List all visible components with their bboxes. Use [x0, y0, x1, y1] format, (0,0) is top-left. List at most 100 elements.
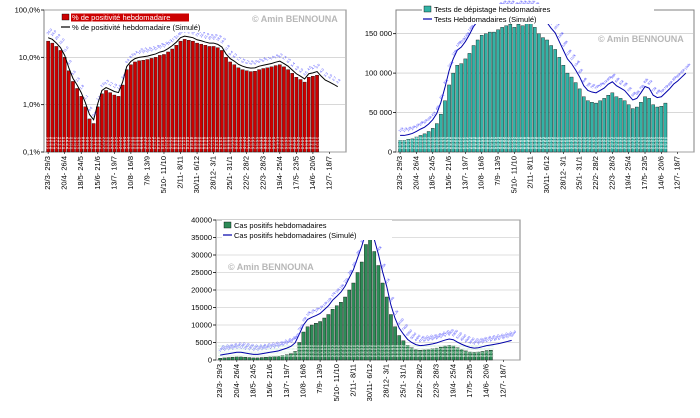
tests-bar-value-label: 26k — [426, 146, 431, 150]
tests-bar-value-label: 70k — [582, 139, 587, 143]
positivity-bar-value-label: 5.5 — [125, 139, 129, 143]
cases-y-tick-label: 30000 — [191, 251, 212, 260]
tests-simulated-value-label: 82k — [443, 78, 450, 85]
tests-bar-value-label: 68k — [618, 143, 623, 147]
positivity-bar-value-label: 3.0 — [303, 146, 307, 150]
tests-bar-value-label: 162k — [515, 139, 522, 143]
positivity-bar-value-label: 17.0 — [211, 143, 217, 147]
positivity-bar-value-label: 0.9 — [83, 139, 87, 143]
tests-simulated-value-label: 103k — [447, 60, 455, 68]
cases-simulated-value-label: 18k — [334, 287, 341, 294]
cases-bar-value-label: 3000 — [459, 351, 466, 355]
tests-bar-value-label: 95k — [569, 146, 574, 150]
positivity-bar-value-label: 5.2 — [245, 143, 249, 147]
cases-bar-value-label: 600 — [255, 344, 260, 348]
cases-bar-value-label: 2600 — [463, 354, 470, 358]
positivity-bar — [315, 74, 319, 153]
cases-bar-value-label: 13k — [326, 354, 331, 358]
tests-bar-value-label: 65k — [622, 139, 627, 143]
tests-x-tick-label: 14/6- 20/6 — [656, 156, 665, 190]
cases-bar-value-label: 27k — [376, 354, 381, 358]
cases-bar-value-label: 8000 — [300, 354, 307, 358]
tests-bar-value-label: 150k — [483, 136, 490, 140]
tests-simulated-value-label: 75k — [663, 83, 670, 90]
cases-simulated-value-label: 2000 — [230, 342, 238, 350]
cases-legend-swatch-bars — [223, 221, 232, 229]
tests-simulated-value-label: 86k — [606, 75, 613, 82]
tests-bar-value-label: 150k — [483, 143, 490, 147]
cases-bar-value-label: 33k — [364, 344, 369, 348]
positivity-bar-value-label: 7.0 — [232, 146, 236, 150]
positivity-simulated-value-label: 10.0 — [137, 47, 144, 55]
cases-simulated-value-label: 4300 — [489, 334, 497, 342]
positivity-bar-value-label: 0.4 — [92, 146, 96, 150]
positivity-bar-value-label: 8.0 — [133, 146, 137, 150]
cases-bar-value-label: 12k — [322, 347, 327, 351]
tests-bar-value-label: 65k — [586, 136, 591, 140]
tests-bar-value-label: 135k — [548, 136, 555, 140]
positivity-simulated-value-label: 18.8 — [215, 34, 222, 42]
cases-bar — [314, 323, 318, 361]
tests-bar-value-label: 112k — [458, 136, 464, 140]
cases-bar-value-label: 3000 — [459, 347, 466, 351]
positivity-bar — [153, 57, 158, 153]
tests-bar-value-label: 160k — [503, 146, 510, 150]
positivity-bar-value-label: 23.0 — [186, 146, 192, 150]
cases-bar-value-label: 700 — [226, 351, 231, 355]
positivity-bar-value-label: 15.0 — [170, 136, 176, 140]
tests-bar-value-label: 142k — [544, 136, 551, 140]
cases-bar-value-label: 25k — [355, 354, 360, 358]
cases-simulated-value-label: 21k — [384, 277, 391, 284]
cases-bar — [247, 357, 252, 361]
cases-bar-value-label: 3400 — [434, 354, 441, 358]
cases-bar-value-label: 2900 — [421, 347, 428, 351]
cases-simulated-value-label: 24k — [347, 268, 354, 275]
positivity-bar-value-label: 22.0 — [178, 143, 184, 147]
tests-bar-value-label: 112k — [458, 143, 464, 147]
cases-bar-value-label: 600 — [255, 347, 260, 351]
cases-bar-value-label: 18k — [384, 351, 389, 355]
positivity-bar-value-label: 8.0 — [228, 143, 232, 147]
cases-bar-value-label: 800 — [230, 344, 235, 348]
positivity-bar-value-label: 6.3 — [270, 146, 274, 150]
positivity-bar-value-label: 8.0 — [228, 139, 232, 143]
cases-x-tick-label: 13/7- 19/7 — [282, 364, 291, 398]
tests-bar-value-label: 36k — [435, 139, 440, 143]
positivity-bar-value-label: 8.7 — [141, 136, 145, 140]
cases-bar — [430, 348, 435, 361]
positivity-bar-value-label: 7.0 — [232, 136, 236, 140]
positivity-bar — [273, 65, 278, 153]
positivity-bar-value-label: 3.8 — [307, 139, 311, 143]
tests-bar-value-label: 110k — [560, 139, 566, 143]
tests-simulated-value-label: 180k — [500, 0, 508, 8]
tests-bar-value-label: 55k — [631, 136, 636, 140]
cases-simulated-value-label: 5800 — [451, 329, 459, 337]
positivity-bar — [141, 60, 146, 153]
tests-bar-value-label: 120k — [556, 143, 563, 147]
cases-bar-value-label: 900 — [234, 344, 239, 348]
tests-bar — [443, 100, 447, 153]
positivity-bar-value-label: 3.8 — [307, 136, 311, 140]
positivity-bar-value-label: 10.0 — [62, 146, 68, 150]
cases-bar-value-label: 700 — [247, 344, 252, 348]
tests-bar — [504, 25, 508, 153]
cases-bar-value-label: 20k — [347, 354, 352, 358]
cases-bar-value-label: 16k — [335, 347, 340, 351]
cases-bar — [464, 350, 468, 361]
tests-bar-value-label: 85k — [447, 136, 452, 140]
cases-bar-value-label: 3000 — [413, 344, 420, 348]
cases-bar — [326, 314, 331, 361]
positivity-bar-value-label: 9.5 — [150, 146, 154, 150]
tests-bar-value-label: 60k — [651, 146, 656, 150]
tests-bar-value-label: 63k — [639, 146, 644, 150]
positivity-simulated-value-label: 6.0 — [67, 59, 73, 65]
positivity-simulated-value-label: 4.0 — [298, 68, 304, 74]
positivity-chart-svg: 0,1%1,0%10,0%100,0%22.022.022.022.020.02… — [15, 6, 347, 193]
tests-simulated-value-label: 180k — [504, 0, 512, 8]
tests-simulated-value-label: 81k — [602, 79, 609, 86]
positivity-bar-value-label: 17.0 — [54, 143, 60, 147]
cases-bar-value-label: 18k — [384, 344, 389, 348]
tests-bar-value-label: 158k — [499, 136, 506, 140]
positivity-simulated-value-label: 1.9 — [112, 83, 118, 89]
positivity-bar-value-label: 6.0 — [265, 143, 269, 147]
